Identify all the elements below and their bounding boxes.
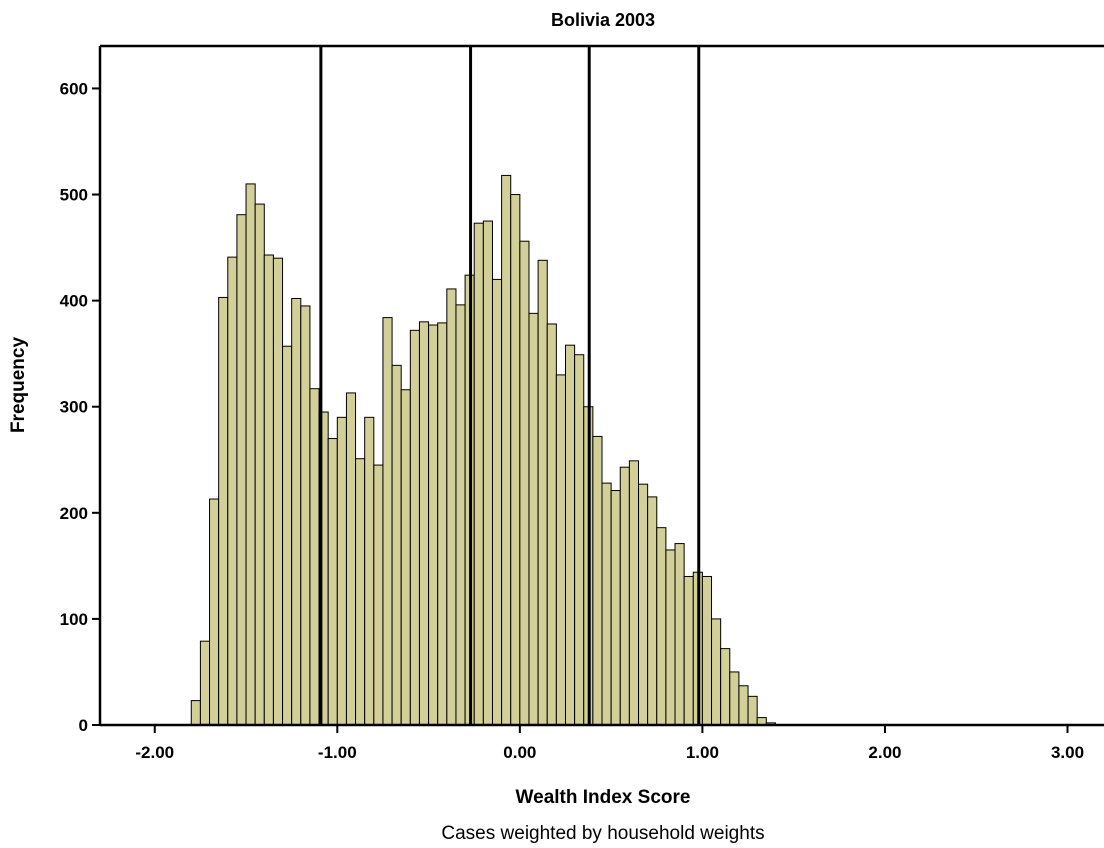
x-axis-title: Wealth Index Score bbox=[516, 787, 691, 808]
histogram-bar bbox=[336, 416, 347, 726]
histogram-bar bbox=[428, 324, 439, 726]
y-tick-label: 0 bbox=[79, 716, 88, 735]
histogram-bar bbox=[263, 254, 274, 726]
histogram-bar bbox=[647, 496, 658, 726]
x-tick-label: 3.00 bbox=[1051, 743, 1084, 762]
histogram-bar bbox=[555, 374, 566, 726]
histogram-bar bbox=[199, 640, 211, 726]
histogram-bar bbox=[373, 464, 384, 726]
x-tick-label: -1.00 bbox=[318, 743, 357, 762]
histogram-bar bbox=[218, 296, 229, 726]
histogram-bar bbox=[491, 278, 503, 726]
histogram-bar bbox=[519, 240, 530, 726]
histogram-bar bbox=[437, 322, 448, 726]
x-tick-label: -2.00 bbox=[135, 743, 174, 762]
histogram-bar bbox=[619, 466, 630, 726]
histogram-bar bbox=[282, 345, 293, 726]
histogram-bar bbox=[537, 259, 548, 726]
histogram-bar bbox=[455, 304, 466, 726]
histogram-bar bbox=[409, 329, 420, 726]
histogram-bars bbox=[190, 174, 776, 726]
x-tick-label: 0.00 bbox=[503, 743, 536, 762]
histogram-bar bbox=[656, 527, 667, 726]
histogram-bar bbox=[291, 298, 302, 726]
histogram-bar bbox=[564, 344, 576, 726]
histogram-bar bbox=[209, 498, 220, 726]
histogram-bar bbox=[638, 483, 649, 726]
histogram-bar bbox=[245, 183, 256, 726]
histogram-bar bbox=[701, 575, 713, 726]
histogram-bar bbox=[391, 364, 402, 726]
x-tick-label: 2.00 bbox=[868, 743, 901, 762]
quintile-cutoff-lines bbox=[319, 46, 701, 725]
histogram-bar bbox=[546, 323, 557, 726]
axes: 0 100 200 300 400 500 600 -2.00 -1.00 0.00 1.00 2.0… bbox=[60, 44, 1104, 762]
histogram-bar bbox=[227, 256, 238, 726]
histogram-bar bbox=[738, 685, 749, 726]
x-tick-label: 1.00 bbox=[686, 743, 719, 762]
histogram-bar bbox=[528, 312, 539, 726]
histogram-bar bbox=[473, 222, 484, 726]
histogram-bar bbox=[254, 203, 265, 726]
histogram-bar bbox=[665, 549, 676, 726]
histogram-bar bbox=[418, 321, 430, 726]
chart-title: Bolivia 2003 bbox=[551, 10, 655, 30]
histogram-bar bbox=[345, 392, 357, 726]
histogram-bar bbox=[482, 220, 493, 726]
histogram-bar bbox=[327, 438, 338, 726]
histogram-bar bbox=[628, 460, 640, 726]
y-tick-label: 500 bbox=[60, 186, 88, 205]
histogram-bar bbox=[236, 214, 247, 726]
histogram-bar bbox=[190, 700, 201, 726]
histogram-bar bbox=[272, 257, 284, 726]
histogram-bar bbox=[510, 194, 521, 726]
histogram-bar bbox=[400, 389, 411, 726]
histogram-bar bbox=[574, 354, 585, 726]
histogram-bar bbox=[382, 317, 393, 726]
weighting-note: Cases weighted by household weights bbox=[441, 823, 764, 844]
histogram-bar bbox=[592, 435, 603, 726]
histogram-bar bbox=[711, 618, 722, 726]
histogram-bar bbox=[601, 482, 612, 726]
histogram-bar bbox=[355, 458, 366, 726]
histogram-bar bbox=[720, 648, 731, 726]
histogram-bar bbox=[729, 671, 740, 726]
y-tick-label: 200 bbox=[60, 504, 88, 523]
y-axis-title: Frequency bbox=[8, 337, 29, 434]
histogram-bar bbox=[674, 543, 685, 726]
histogram-bar bbox=[309, 388, 320, 726]
y-tick-label: 300 bbox=[60, 398, 88, 417]
histogram-bar bbox=[446, 288, 457, 726]
histogram-bar bbox=[610, 490, 621, 726]
histogram-bar bbox=[501, 174, 512, 726]
y-tick-label: 400 bbox=[60, 292, 88, 311]
histogram-bar bbox=[364, 416, 375, 726]
histogram-bar bbox=[747, 695, 758, 726]
y-tick-label: 100 bbox=[60, 610, 88, 629]
histogram-bar bbox=[300, 305, 311, 726]
y-tick-label: 600 bbox=[60, 79, 88, 98]
histogram-bar bbox=[683, 575, 694, 726]
